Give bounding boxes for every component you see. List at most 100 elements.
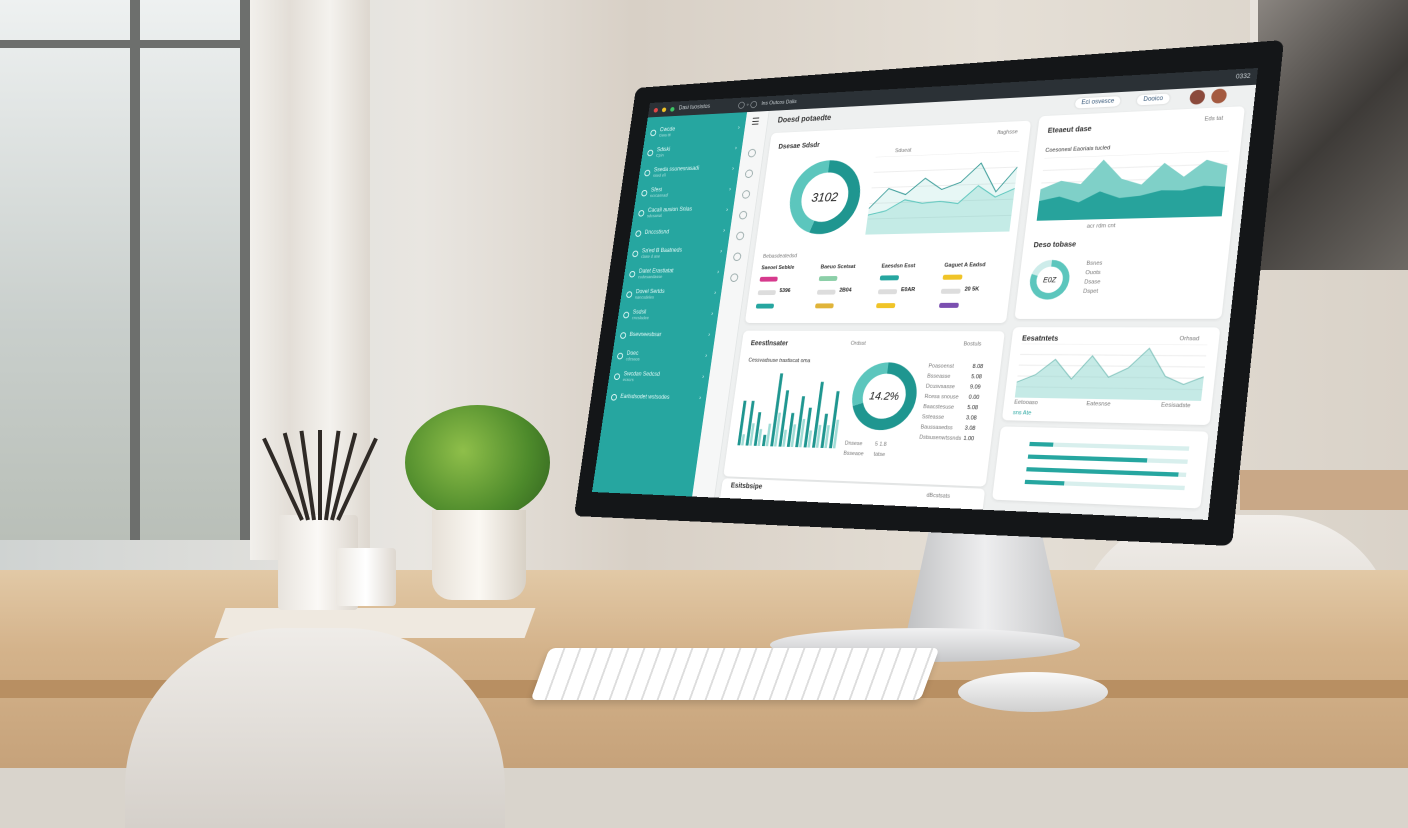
chevron-icon: › [732,166,735,172]
sidebar-item[interactable]: Earlsdsodet wstsodes› [610,386,703,409]
progress-fill [1029,442,1053,447]
chevron-icon: › [702,375,705,381]
item-icon [632,250,639,257]
sidebar-item[interactable]: Dnccstisnd› [634,221,726,244]
item-icon [623,311,630,318]
close-dot[interactable] [654,107,659,112]
stat-label: Dnsese [844,441,862,448]
chevron-icon: › [726,208,729,214]
sidebar-item[interactable]: Bsevneesbsar› [619,325,712,346]
nav-icon[interactable] [730,273,739,282]
area-chart [1015,344,1208,401]
section-label: Bebasdeatedsd [763,253,798,259]
color-swatch [941,289,961,294]
keyboard [531,648,940,700]
avatar[interactable] [1189,90,1206,105]
item-icon [641,189,648,196]
axis-label: Eesisadste [1161,402,1191,409]
axis-label: Eetooaso [1014,400,1038,407]
donut-center-label: 14.2% [869,390,900,403]
chevron-icon: › [705,353,708,359]
nav-icon[interactable] [747,149,756,158]
stat-value: 3.08 [964,426,975,432]
line-chart [865,151,1019,235]
window [0,0,250,540]
sidebar-item-sub: cudesaedasse [638,274,673,279]
chart-subtitle: Coesonesl Eaoriais tucled [1045,145,1111,154]
color-swatch [756,304,774,309]
minimize-dot[interactable] [662,107,667,112]
nav-icon[interactable] [736,232,745,241]
nav-icon[interactable] [739,211,748,220]
avatar[interactable] [1211,88,1228,103]
search-text[interactable]: Ins Outcos Dalis [761,99,797,107]
top-button-2[interactable]: Dooico [1136,93,1170,105]
chevron-icon: › [735,146,738,152]
donut-center-label: E0Z [1042,277,1057,285]
axis-label: Eatesnse [1086,401,1111,408]
card-action[interactable]: Eds tat [1204,116,1223,123]
table-cell: Ouots [1085,270,1101,276]
nav-icon[interactable] [742,190,751,199]
item-icon [629,270,636,277]
legend: sns Ate [1012,410,1031,417]
color-swatch [815,303,834,308]
bar [737,401,746,446]
nav-icon[interactable] [733,252,742,261]
card-action[interactable]: Ifaghsse [997,129,1018,136]
menu-icon[interactable]: ☰ [751,117,760,128]
chevron-icon: › [717,270,720,276]
stat-label: Baacstesuse [923,404,955,411]
top-button-1[interactable]: Eci osvesce [1075,96,1121,108]
item-icon [620,332,627,339]
gridline [1020,354,1206,355]
sidebar-item-sub: ncrcasnadl [650,192,669,197]
chevron-icon: › [711,312,714,318]
card-title: Esitsbsipe [730,482,762,490]
item-icon [635,230,642,237]
chevron-icon: › [723,228,726,234]
color-swatch [939,303,959,308]
item-icon [617,352,624,359]
stat-value: 1.00 [963,436,974,443]
card-action[interactable]: Bostuls [963,341,982,347]
card-action[interactable]: dBcstsats [926,493,950,500]
sidebar-item-sub: Gwa tti [659,132,675,137]
card-title: Eeestlnsater [750,340,788,347]
maximize-dot[interactable] [670,107,675,112]
table-cell: Bsnes [1086,260,1103,266]
card-action[interactable]: Ordsst [850,341,866,347]
card-action[interactable]: Orhsad [1179,336,1199,343]
stat-label: Ssteasse [921,414,944,421]
column-value: 5396 [779,288,791,294]
nav-icons[interactable]: ◯ ◦ ◯ [738,100,758,108]
bar [741,434,745,445]
legend: acr rdm cnt [1086,223,1115,230]
clock: 0332 [1235,74,1250,81]
stat-value: 9.09 [969,384,980,390]
item-icon [626,291,633,298]
progress-fill [1026,467,1178,477]
bar-chart [737,367,848,448]
column-value: E0AR [901,287,916,293]
column-title: Gaguet A Eadsd [944,262,986,269]
stat-value: 5 1.8 [875,442,887,448]
nav-icon[interactable] [745,169,754,178]
area-chart [1037,151,1229,221]
sidebar-item-sub: ecscrs [623,377,660,382]
sidebar-item-sub: sdcsanal [647,212,692,218]
stat-label: Rcesa snouse [924,394,959,401]
stat-label: Bsseaoe [843,451,864,458]
stat-value: 5.08 [971,374,982,380]
trend-card: Eteaeut dase Eds tat Coesonesl Eaoriais … [1014,106,1245,319]
item-icon [644,169,651,176]
gridline [1021,344,1207,345]
